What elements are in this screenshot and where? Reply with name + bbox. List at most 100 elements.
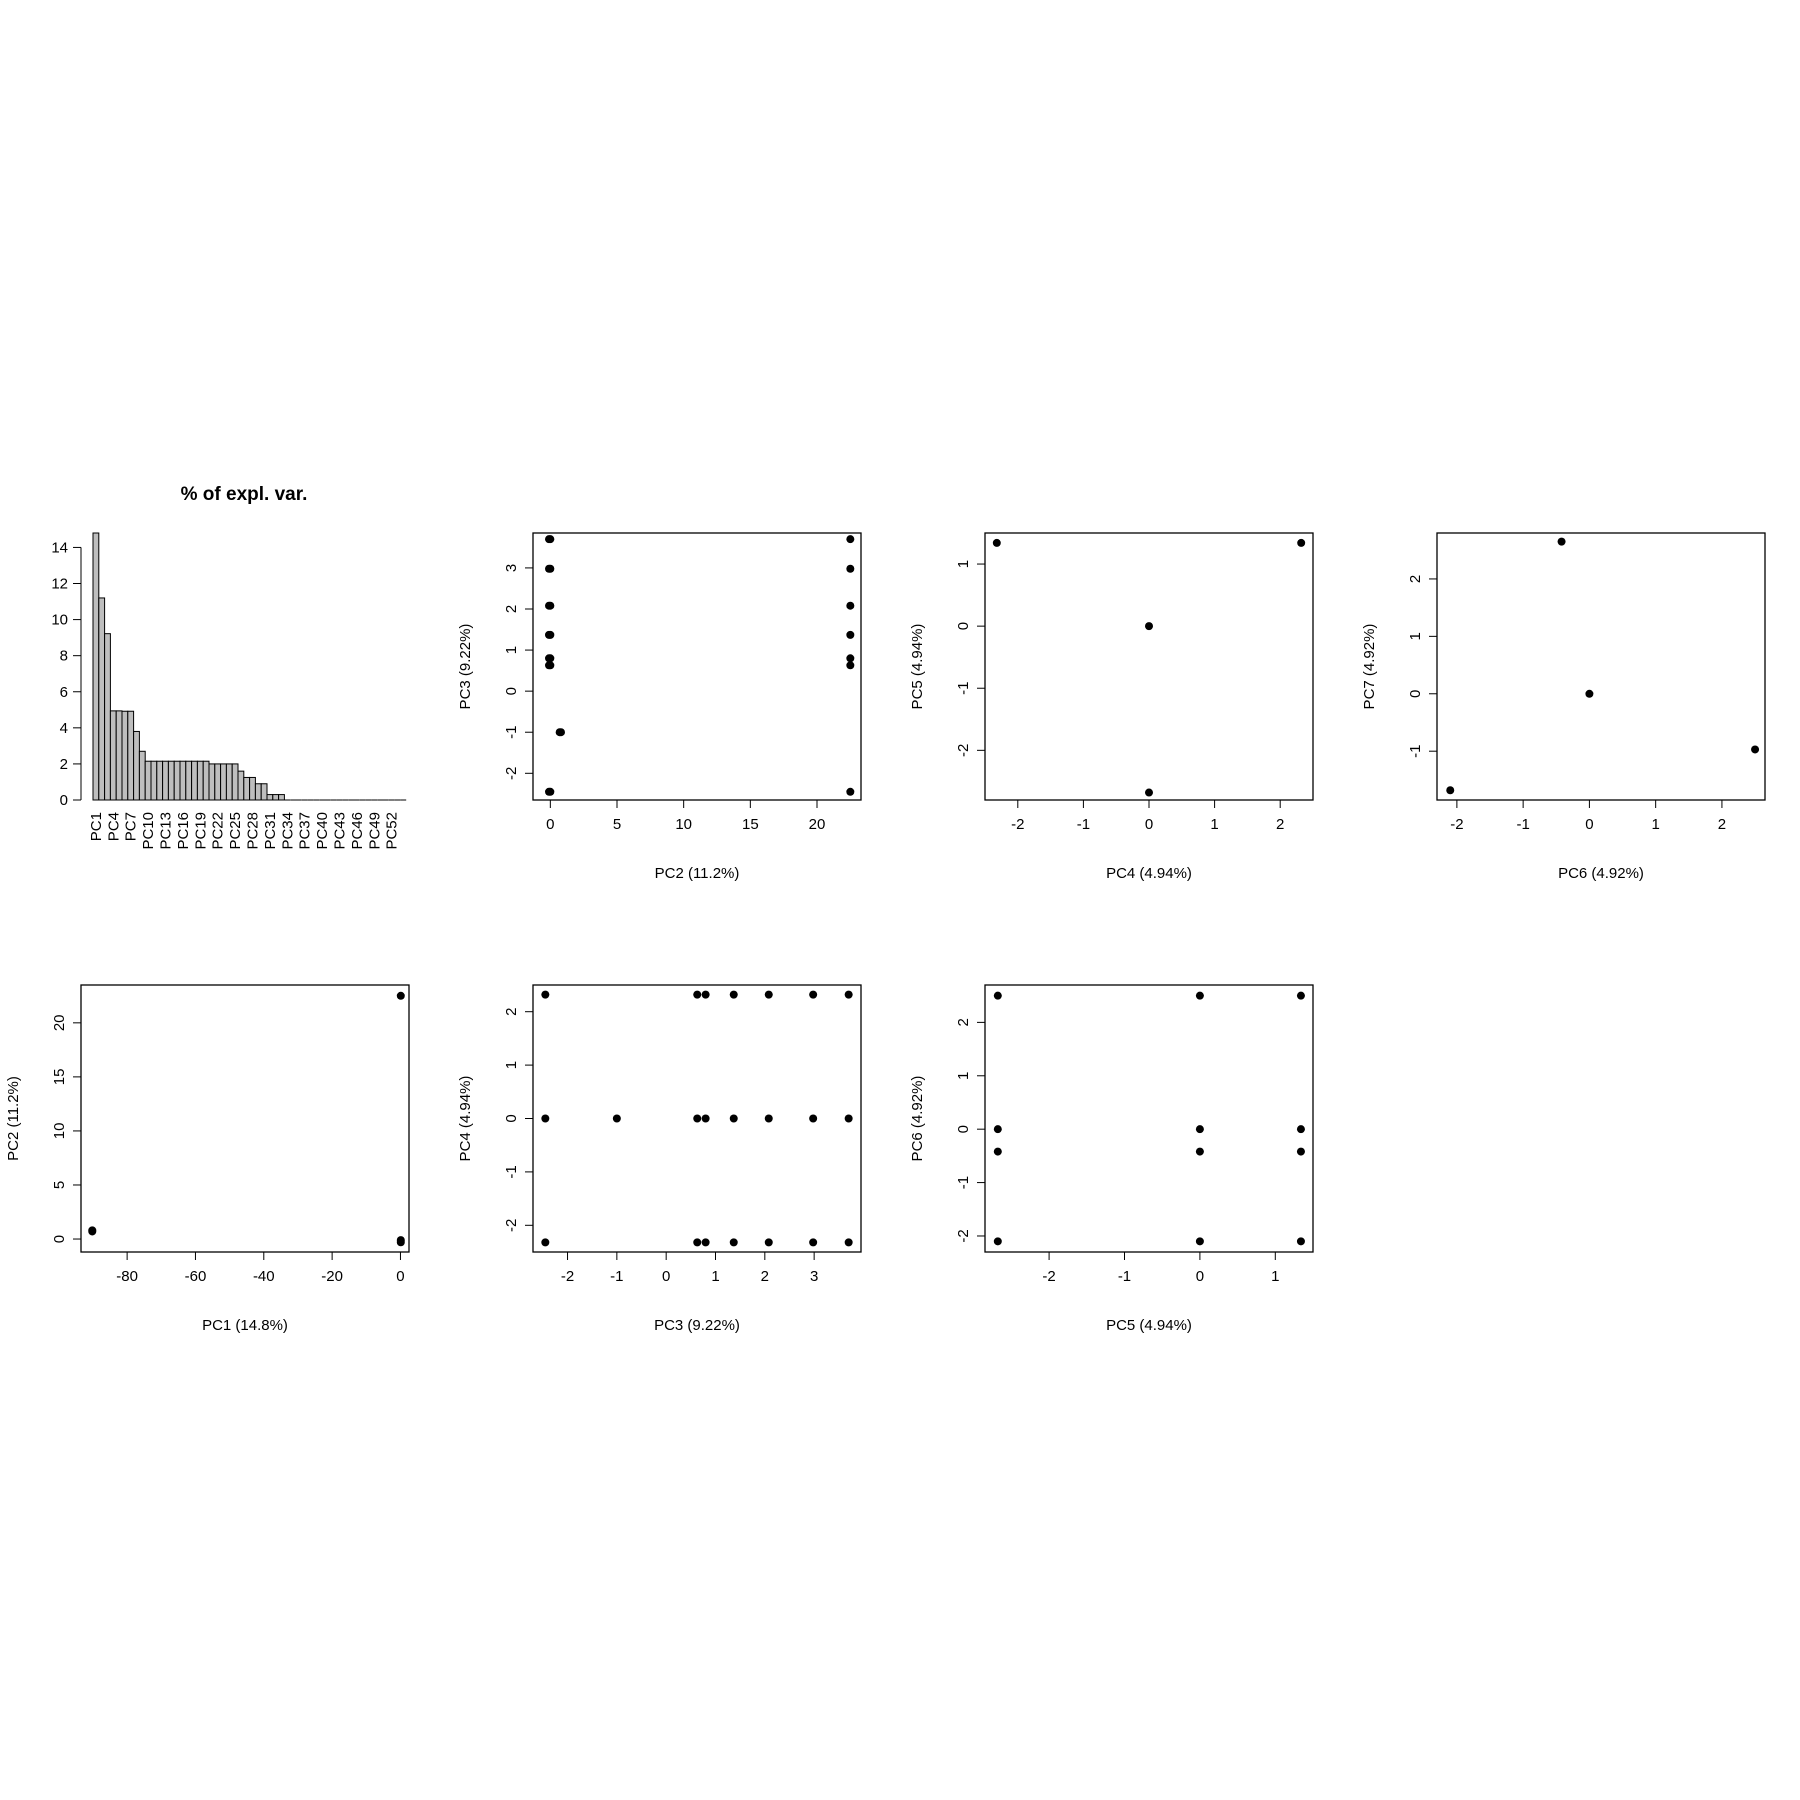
data-point [1296, 991, 1305, 1000]
bar [196, 760, 204, 801]
category-label: PC19 [192, 812, 209, 850]
category-label: PC46 [349, 812, 366, 850]
x-axis-label: PC3 (9.22%) [654, 1317, 740, 1334]
y-tick-label: 2 [955, 1018, 972, 1026]
x-tick-label: -1 [1516, 816, 1529, 833]
y-tick-label: -1 [1407, 745, 1424, 758]
chart-title: % of expl. var. [181, 484, 308, 505]
data-point [1296, 1147, 1305, 1156]
bar [185, 760, 193, 801]
data-point [809, 990, 818, 999]
bar [243, 776, 251, 801]
x-tick-label: 0 [662, 1268, 670, 1285]
bar [115, 710, 123, 801]
data-point [693, 1114, 702, 1123]
y-tick-label: 14 [51, 539, 68, 556]
y-tick-label: 0 [503, 687, 520, 695]
data-point [546, 535, 555, 544]
bar [167, 760, 175, 801]
data-point [846, 630, 855, 639]
scatter-panel-6: -2 -1 0 1 -2 -1 0 1 2 PC5 (4.94%) PC6 (4.92%) [909, 984, 1314, 1334]
x-tick-label: 1 [711, 1268, 719, 1285]
y-tick-label: 2 [503, 1008, 520, 1016]
x-tick-label: -2 [1011, 816, 1024, 833]
x-axis-label: PC1 (14.8%) [202, 1317, 288, 1334]
y-tick-label: 0 [1407, 690, 1424, 698]
y-tick-label: -1 [955, 682, 972, 695]
bar [121, 710, 129, 801]
y-tick-label: 2 [1407, 575, 1424, 583]
data-point [846, 787, 855, 796]
y-tick-label: 1 [1407, 632, 1424, 640]
data-point [693, 990, 702, 999]
y-tick-label: 15 [51, 1069, 68, 1086]
bar [144, 760, 152, 801]
data-point [729, 1114, 738, 1123]
plot-frame [1436, 532, 1766, 801]
plot-frame [80, 984, 410, 1253]
data-point [396, 991, 405, 1000]
bar [98, 597, 106, 801]
data-point [701, 1114, 710, 1123]
category-label: PC10 [140, 812, 157, 850]
data-point [396, 1238, 405, 1247]
x-tick-label: -40 [253, 1268, 275, 1285]
y-tick-label: 2 [503, 605, 520, 613]
bar [266, 794, 274, 801]
data-point [729, 990, 738, 999]
category-label: PC43 [332, 812, 349, 850]
y-tick-label: 0 [60, 792, 68, 809]
data-point [1557, 537, 1566, 546]
bar [249, 776, 256, 801]
y-tick-label: 10 [51, 1123, 68, 1140]
category-label: PC37 [297, 812, 314, 850]
y-tick-label: 12 [51, 576, 68, 593]
data-point [993, 1147, 1002, 1156]
data-point [541, 1238, 550, 1247]
x-tick-label: 10 [675, 816, 692, 833]
scatter-panel-3: -2 -1 0 1 2 -1 0 1 2 PC6 (4.92%) PC7 (4.92%) [1361, 532, 1766, 882]
data-point [1195, 1237, 1204, 1246]
y-tick-label: -1 [955, 1176, 972, 1189]
data-point [612, 1114, 621, 1123]
x-tick-label: 3 [810, 1268, 818, 1285]
category-label: PC49 [366, 812, 383, 850]
category-label: PC16 [175, 812, 192, 850]
data-point [557, 728, 565, 737]
x-tick-label: 0 [1585, 816, 1593, 833]
y-tick-label: 3 [503, 564, 520, 572]
data-point [1195, 1147, 1204, 1156]
data-point [993, 1125, 1002, 1134]
bar [150, 760, 158, 801]
y-tick-label: 4 [60, 720, 68, 737]
x-tick-label: -2 [1042, 1268, 1055, 1285]
scatter-panel-4: -80 -60 -40 -20 0 0 5 10 15 20 PC1 (14.8%) PC2 (11.… [5, 984, 410, 1334]
data-point [764, 1238, 773, 1247]
x-tick-label: 5 [613, 816, 621, 833]
category-label: PC4 [105, 812, 122, 841]
y-tick-label: 0 [955, 1125, 972, 1133]
x-tick-label: 2 [1276, 816, 1284, 833]
y-tick-label: -1 [503, 726, 520, 739]
bar [162, 760, 169, 801]
x-tick-label: -1 [610, 1268, 623, 1285]
data-point [701, 990, 710, 999]
bar [202, 760, 210, 801]
bar [92, 532, 100, 801]
y-axis-label: PC3 (9.22%) [457, 624, 474, 710]
category-label: PC7 [123, 812, 140, 841]
x-tick-label: 0 [396, 1268, 404, 1285]
data-point [88, 1226, 97, 1235]
y-tick-label: 8 [60, 648, 68, 665]
data-point [846, 564, 855, 573]
data-point [701, 1238, 710, 1247]
bar [278, 794, 285, 801]
scatter-panel-1: 0 5 10 15 20 -2 -1 0 1 2 3 PC2 (11.2%) PC3 (9.22%) [457, 532, 862, 882]
x-tick-label: -20 [321, 1268, 343, 1285]
bar [237, 770, 245, 801]
y-axis-label: PC7 (4.92%) [1361, 624, 1378, 710]
data-point [1446, 786, 1455, 795]
y-tick-label: 0 [51, 1235, 68, 1243]
bar [156, 760, 164, 801]
